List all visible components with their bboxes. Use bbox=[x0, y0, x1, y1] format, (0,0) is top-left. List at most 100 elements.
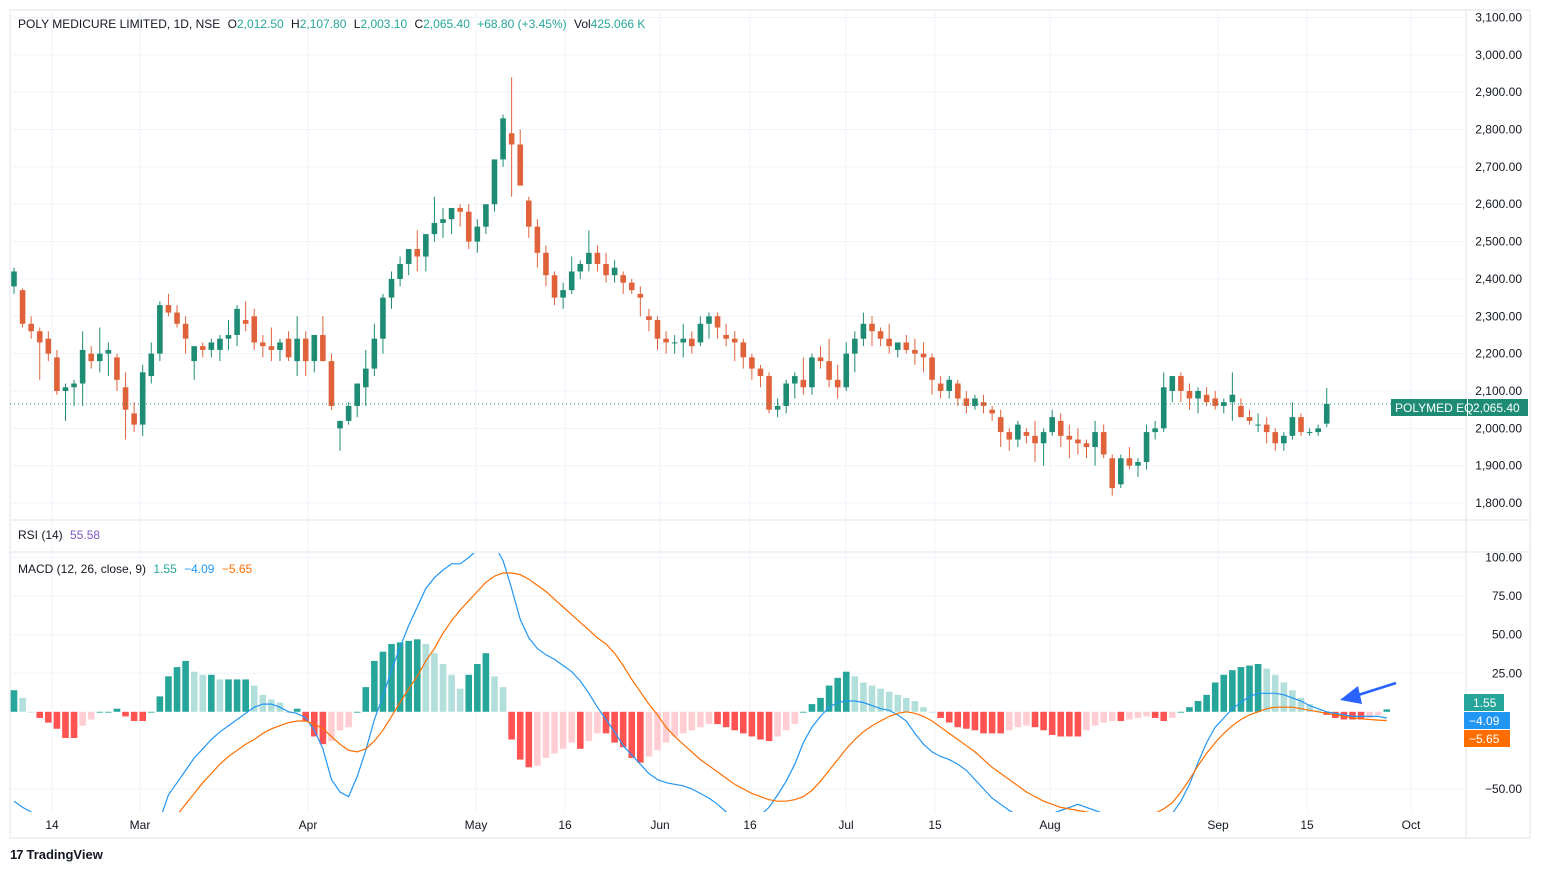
candle bbox=[800, 357, 807, 395]
histogram-bar bbox=[87, 711, 95, 720]
price-tag: POLYMED EQ 2,065.40 bbox=[1391, 399, 1528, 416]
histogram-bar bbox=[1126, 711, 1133, 720]
candle-body bbox=[997, 417, 1004, 433]
candle-body bbox=[920, 353, 927, 358]
histogram-bar bbox=[165, 676, 172, 712]
candle-body bbox=[328, 361, 335, 406]
candle-body bbox=[809, 357, 815, 388]
candle bbox=[680, 323, 687, 358]
candle-body bbox=[371, 338, 378, 369]
candle bbox=[148, 342, 155, 384]
histogram-bar bbox=[731, 711, 739, 731]
candle-body bbox=[405, 249, 412, 264]
x-tick-label: 15 bbox=[928, 818, 942, 832]
candle-body bbox=[877, 331, 884, 339]
histogram-bar bbox=[525, 711, 533, 768]
price-tick-label: 2,000.00 bbox=[1475, 421, 1522, 435]
candle-body bbox=[594, 252, 601, 264]
histogram-bar bbox=[1048, 711, 1056, 735]
arrow-annotation-icon bbox=[1340, 681, 1397, 704]
histogram-bar bbox=[568, 711, 575, 743]
histogram-bar bbox=[362, 687, 370, 712]
price-tick-label: 1,900.00 bbox=[1475, 459, 1522, 473]
histogram-bar bbox=[156, 696, 164, 712]
candle bbox=[1040, 428, 1047, 466]
candle bbox=[1306, 428, 1313, 436]
price-candles bbox=[11, 77, 1330, 496]
candle-body bbox=[1006, 432, 1013, 440]
histogram-bar bbox=[250, 685, 258, 712]
candle bbox=[1083, 439, 1090, 459]
candle bbox=[448, 207, 455, 235]
price-tag-name: POLYMED EQ bbox=[1395, 401, 1473, 415]
rsi-value: 55.58 bbox=[70, 528, 101, 542]
candle bbox=[1229, 372, 1236, 421]
candle-body bbox=[62, 387, 69, 391]
rsi-header[interactable]: RSI (14) 55.58 bbox=[18, 528, 104, 542]
candle bbox=[157, 301, 163, 362]
candle-body bbox=[148, 353, 155, 377]
candle-body bbox=[1195, 391, 1201, 399]
histogram-bar bbox=[1366, 711, 1373, 718]
histogram-bar bbox=[474, 664, 481, 712]
price-tick-label: 2,500.00 bbox=[1475, 235, 1522, 249]
candle-body bbox=[671, 342, 678, 344]
candle bbox=[894, 342, 901, 358]
candle-body bbox=[766, 376, 772, 410]
candle-body bbox=[1212, 398, 1218, 406]
histogram-bar bbox=[774, 711, 781, 737]
close-value: 2,065.40 bbox=[423, 17, 470, 31]
candle-body bbox=[628, 282, 635, 291]
candle-body bbox=[1169, 376, 1176, 391]
candle bbox=[1049, 409, 1055, 436]
candle bbox=[646, 308, 652, 332]
histogram-bar bbox=[53, 711, 61, 729]
candle-body bbox=[251, 316, 258, 343]
histogram-bar bbox=[491, 676, 498, 712]
candle bbox=[36, 327, 43, 380]
candle bbox=[1212, 391, 1218, 410]
candle bbox=[1195, 387, 1201, 414]
tradingview-branding[interactable]: 17 TradingView bbox=[10, 847, 103, 862]
candle bbox=[689, 331, 695, 354]
candle bbox=[79, 331, 86, 406]
histogram-bar bbox=[1117, 711, 1125, 722]
histogram-bar bbox=[388, 643, 395, 712]
candle-body bbox=[800, 379, 807, 388]
candle bbox=[517, 129, 524, 186]
candle bbox=[1075, 428, 1081, 455]
candle-body bbox=[680, 338, 687, 343]
candle-body bbox=[440, 219, 446, 223]
histogram-bar bbox=[928, 711, 936, 713]
macd-histogram bbox=[10, 639, 1391, 768]
x-tick-label: Apr bbox=[299, 818, 318, 832]
candle bbox=[208, 338, 215, 358]
macd-header[interactable]: MACD (12, 26, close, 9) 1.55 −4.09 −5.65 bbox=[18, 562, 256, 576]
histogram-bar bbox=[45, 711, 52, 723]
candle-body bbox=[165, 305, 172, 313]
candle-body bbox=[1306, 432, 1313, 434]
histogram-bar bbox=[594, 711, 601, 734]
candle bbox=[1289, 402, 1296, 440]
histogram-bar bbox=[70, 711, 78, 738]
histogram-bar bbox=[139, 711, 146, 722]
candle-body bbox=[337, 420, 343, 429]
histogram-bar bbox=[1383, 709, 1391, 712]
candle-body bbox=[886, 338, 892, 347]
candle bbox=[97, 327, 103, 373]
histogram-bar bbox=[1083, 711, 1090, 731]
histogram-bar bbox=[1023, 711, 1030, 726]
candle-body bbox=[663, 338, 669, 343]
candle bbox=[311, 334, 318, 373]
candle bbox=[697, 316, 704, 347]
candle-body bbox=[508, 133, 515, 145]
candle bbox=[1281, 432, 1287, 451]
candle-body bbox=[1118, 458, 1124, 485]
candle-body bbox=[54, 357, 60, 391]
candle bbox=[440, 207, 446, 238]
candle-body bbox=[345, 405, 352, 421]
candle-body bbox=[534, 226, 541, 253]
price-tag-value: 2,065.40 bbox=[1473, 401, 1520, 415]
histogram-bar bbox=[671, 711, 678, 737]
